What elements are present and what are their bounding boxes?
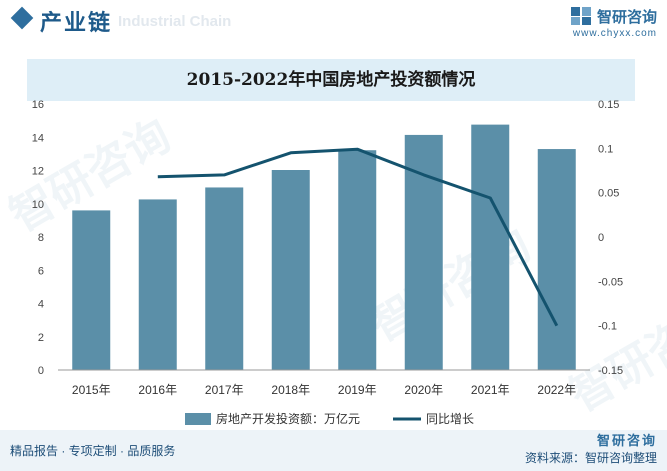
bar-series [72, 124, 576, 371]
y-right-tick-label: 0.1 [598, 143, 613, 155]
y-left-tick-label: 8 [38, 232, 44, 244]
bar [471, 124, 510, 371]
x-axis: 2015年 2016年 2017年 2018年 2019年 2020年 2021年 2022年 [58, 369, 590, 397]
y-left-tick-label: 16 [32, 100, 44, 111]
chart-area: 0 2 4 6 8 10 12 14 16 -0.15 -0.1 -0.05 0 0.05 0.1 0.15… [32, 100, 623, 426]
brand-logo[interactable]: 智研咨询 www.chyxx.com [569, 5, 657, 39]
chart-title: 2015-2022年中国房地产投资额情况 [186, 70, 476, 90]
y-right-axis: -0.15 -0.1 -0.05 0 0.05 0.1 0.15 [598, 100, 623, 377]
y-right-tick-label: -0.05 [598, 276, 623, 288]
footer-tagline: 精品报告 · 专项定制 · 品质服务 [10, 444, 176, 458]
y-left-tick-label: 10 [32, 199, 44, 211]
logo-icon [570, 7, 591, 25]
footer-source: 智研咨询 资料来源：智研咨询整理 [525, 430, 657, 466]
bar [271, 170, 310, 370]
bar [138, 199, 177, 370]
footer-brand: 智研咨询 [596, 433, 657, 448]
bar [338, 150, 377, 370]
y-right-tick-label: -0.1 [598, 321, 617, 333]
header-bar: 产业链 Industrial Chain 智研咨询 www.chyxx.com [0, 0, 667, 40]
growth-line [157, 147, 559, 327]
bar [205, 187, 244, 370]
x-tick-label: 2017年 [205, 383, 244, 397]
y-left-tick-label: 0 [38, 365, 44, 377]
line-series [157, 147, 559, 327]
x-tick-label: 2016年 [138, 383, 177, 397]
y-left-tick-label: 6 [38, 265, 44, 277]
y-left-tick-label: 14 [32, 132, 44, 144]
watermark-english: Industrial Chain [118, 13, 232, 30]
bar [537, 149, 576, 370]
y-right-tick-label: -0.15 [598, 365, 623, 377]
footer-bar: 精品报告 · 专项定制 · 品质服务 智研咨询 资料来源：智研咨询整理 [0, 430, 667, 471]
diamond-icon [10, 6, 34, 30]
section-title: 产业链 [40, 10, 113, 35]
x-tick-label: 2022年 [537, 383, 576, 397]
logo-url[interactable]: www.chyxx.com [572, 28, 657, 39]
chart-title-banner: 2015-2022年中国房地产投资额情况 [27, 59, 635, 101]
y-left-tick-label: 12 [32, 166, 44, 178]
legend-bar-label: 房地产开发投资额：万亿元 [216, 411, 360, 426]
source-label: 资料来源：智研咨询整理 [524, 451, 657, 465]
legend: 房地产开发投资额：万亿元 同比增长 [185, 411, 474, 426]
y-right-tick-label: 0.15 [598, 100, 619, 111]
y-right-tick-label: 0.05 [598, 188, 619, 200]
bar [72, 210, 111, 370]
y-left-tick-label: 2 [38, 332, 44, 344]
y-left-tick-label: 4 [38, 299, 44, 311]
logo-name: 智研咨询 [596, 8, 657, 26]
x-tick-label: 2019年 [338, 383, 377, 397]
x-tick-label: 2021年 [471, 383, 510, 397]
y-right-tick-label: 0 [598, 232, 604, 244]
x-tick-label: 2018年 [271, 383, 310, 397]
legend-line-label: 同比增长 [426, 412, 474, 426]
legend-bar-swatch [185, 413, 211, 425]
x-tick-label: 2020年 [404, 383, 443, 397]
y-left-axis: 0 2 4 6 8 10 12 14 16 [32, 100, 44, 377]
x-tick-label: 2015年 [72, 383, 111, 397]
